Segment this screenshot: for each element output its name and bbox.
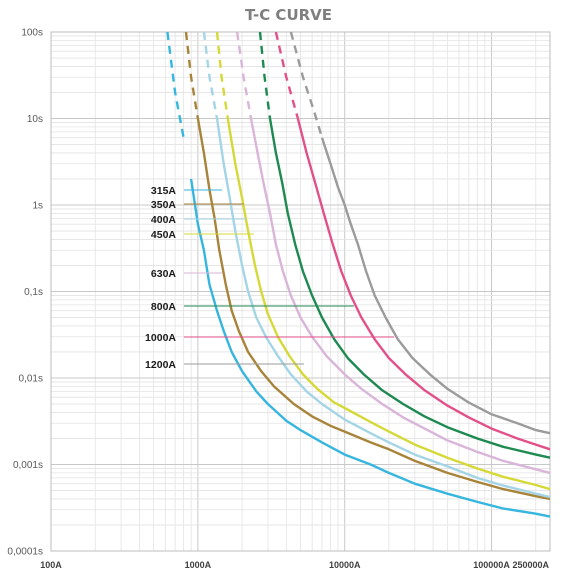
y-tick-label: 0,01s (19, 374, 43, 385)
curve-800A (268, 118, 551, 459)
curve-1000A (296, 118, 551, 451)
y-tick-label: 0,0001s (7, 547, 43, 558)
curve-350A (196, 118, 551, 501)
rating-label: 315A (151, 185, 177, 197)
curve-dashed-800A (258, 31, 272, 119)
rating-label: 400A (151, 214, 177, 226)
curve-315A (189, 178, 551, 518)
curve-dashed-1200A (289, 31, 324, 139)
y-tick-label: 100s (21, 28, 43, 39)
plot-frame (50, 31, 551, 552)
rating-label: 350A (151, 199, 177, 211)
curve-630A (249, 118, 551, 475)
curve-dashed-315A (166, 31, 185, 138)
x-tick-label: 10000A (329, 560, 361, 570)
rating-label: 450A (151, 229, 177, 241)
rating-label: 800A (151, 301, 177, 313)
rating-label: 1000A (145, 332, 176, 344)
curve-dashed-400A (202, 31, 219, 119)
rating-label: 630A (151, 268, 177, 280)
curve-dashed-450A (215, 31, 229, 119)
y-tick-label: 1s (32, 201, 43, 212)
x-tick-label: 1000A (185, 560, 212, 570)
curve-400A (215, 118, 551, 499)
chart-title: T-C CURVE (244, 6, 333, 24)
rating-label: 1200A (145, 359, 176, 371)
curve-dashed-1000A (274, 31, 300, 119)
x-tick-label: 250000A (512, 560, 549, 570)
curve-dashed-630A (235, 31, 253, 119)
y-tick-label: 10s (27, 114, 43, 125)
y-tick-label: 0,001s (13, 460, 43, 471)
curve-dashed-350A (184, 31, 200, 119)
x-tick-label: 100A (40, 560, 62, 570)
curve-450A (226, 118, 551, 491)
y-tick-label: 0,1s (24, 287, 43, 298)
x-tick-label: 100000A (473, 560, 510, 570)
curve-1200A (320, 137, 551, 435)
